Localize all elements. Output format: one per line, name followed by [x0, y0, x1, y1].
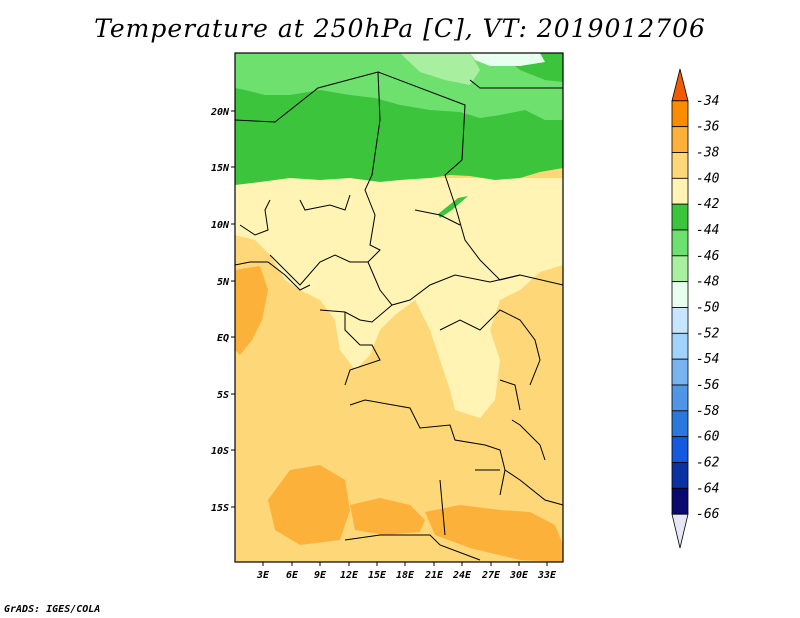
- colorbar-label: -62: [696, 456, 720, 471]
- colorbar-swatch: [671, 100, 689, 128]
- lat-tick-label: 10N: [211, 220, 230, 231]
- colorbar-swatch: [671, 203, 689, 231]
- field-contour-38d: [235, 266, 268, 355]
- credit-text: GrADS: IGES/COLA: [4, 604, 101, 615]
- colorbar-bottom-arrow: [671, 513, 689, 549]
- lon-tick-label: 27E: [481, 570, 501, 581]
- lat-tick-label: EQ: [217, 333, 229, 344]
- colorbar-label: -60: [696, 430, 720, 445]
- colorbar: -34 -36 -38 -40 -42 -44 -46 -48 -50 -52 -54 -56 -58 -…: [671, 68, 720, 549]
- colorbar-swatch: [671, 177, 689, 205]
- lat-tick-label: 15S: [211, 503, 229, 514]
- lon-tick-label: 6E: [286, 570, 299, 581]
- lon-tick-label: 12E: [340, 570, 359, 581]
- map-frame: [234, 52, 564, 563]
- field-contour-50: [470, 53, 545, 66]
- lon-tick-label: 18E: [396, 570, 415, 581]
- lat-tick-label: 5S: [217, 390, 229, 401]
- colorbar-label: -66: [696, 507, 720, 522]
- colorbar-label: -34: [696, 94, 719, 109]
- longitude-labels: 3E 6E 9E 12E 15E 18E 21E 24E 27E 30E 33E: [256, 570, 557, 581]
- lat-tick-label: 10S: [211, 446, 229, 457]
- colorbar-swatch: [671, 229, 689, 257]
- colorbar-label: -42: [696, 197, 720, 212]
- map-title: Temperature at 250hPa [C], VT: 201901270…: [94, 14, 706, 43]
- colorbar-swatch: [671, 255, 689, 283]
- field-contour-38c: [425, 505, 563, 562]
- lon-tick-label: 9E: [314, 570, 327, 581]
- lon-tick-label: 30E: [509, 570, 529, 581]
- lon-tick-label: 15E: [368, 570, 387, 581]
- longitude-axis: [262, 562, 548, 566]
- map-plot: [235, 53, 563, 562]
- lat-tick-label: 20N: [210, 107, 230, 118]
- colorbar-label: -38: [696, 146, 720, 161]
- colorbar-swatch: [671, 358, 689, 386]
- lat-tick-label: 15N: [211, 163, 230, 174]
- field-contour-48: [400, 53, 480, 85]
- colorbar-swatch: [671, 462, 689, 489]
- colorbar-swatch: [671, 384, 689, 412]
- colorbar-label: -64: [696, 481, 719, 496]
- colorbar-swatch: [671, 410, 689, 438]
- latitude-labels: 20N 15N 10N 5N EQ 5S 10S 15S: [210, 107, 230, 514]
- colorbar-swatch: [671, 281, 689, 308]
- lon-tick-label: 33E: [537, 570, 557, 581]
- colorbar-label: -44: [696, 223, 719, 238]
- lon-tick-label: 21E: [424, 570, 444, 581]
- field-contour-42: [235, 178, 563, 418]
- field-contour-38b: [350, 498, 425, 535]
- colorbar-label: -46: [696, 249, 720, 264]
- colorbar-label: -40: [696, 171, 720, 186]
- field-contour-44-streak: [438, 196, 468, 218]
- colorbar-label: -48: [696, 275, 720, 290]
- colorbar-label: -56: [696, 378, 720, 393]
- colorbar-label: -52: [696, 326, 720, 341]
- colorbar-swatch: [671, 152, 689, 179]
- field-contour-46: [235, 53, 563, 120]
- colorbar-label: -58: [696, 404, 720, 419]
- colorbar-label: -36: [696, 120, 720, 135]
- colorbar-label: -54: [696, 352, 719, 367]
- lon-tick-label: 3E: [256, 570, 270, 581]
- lat-tick-label: 5N: [217, 277, 230, 288]
- country-borders: [234, 71, 564, 561]
- colorbar-swatch: [671, 436, 689, 463]
- colorbar-label: -50: [696, 301, 720, 316]
- colorbar-top-arrow: [671, 68, 689, 102]
- colorbar-swatch: [671, 332, 689, 360]
- colorbar-swatch: [671, 487, 689, 515]
- colorbar-swatch: [671, 126, 689, 153]
- lon-tick-label: 24E: [452, 570, 472, 581]
- latitude-axis: [231, 110, 235, 508]
- colorbar-swatch: [671, 307, 689, 334]
- field-contour-38a: [268, 465, 350, 545]
